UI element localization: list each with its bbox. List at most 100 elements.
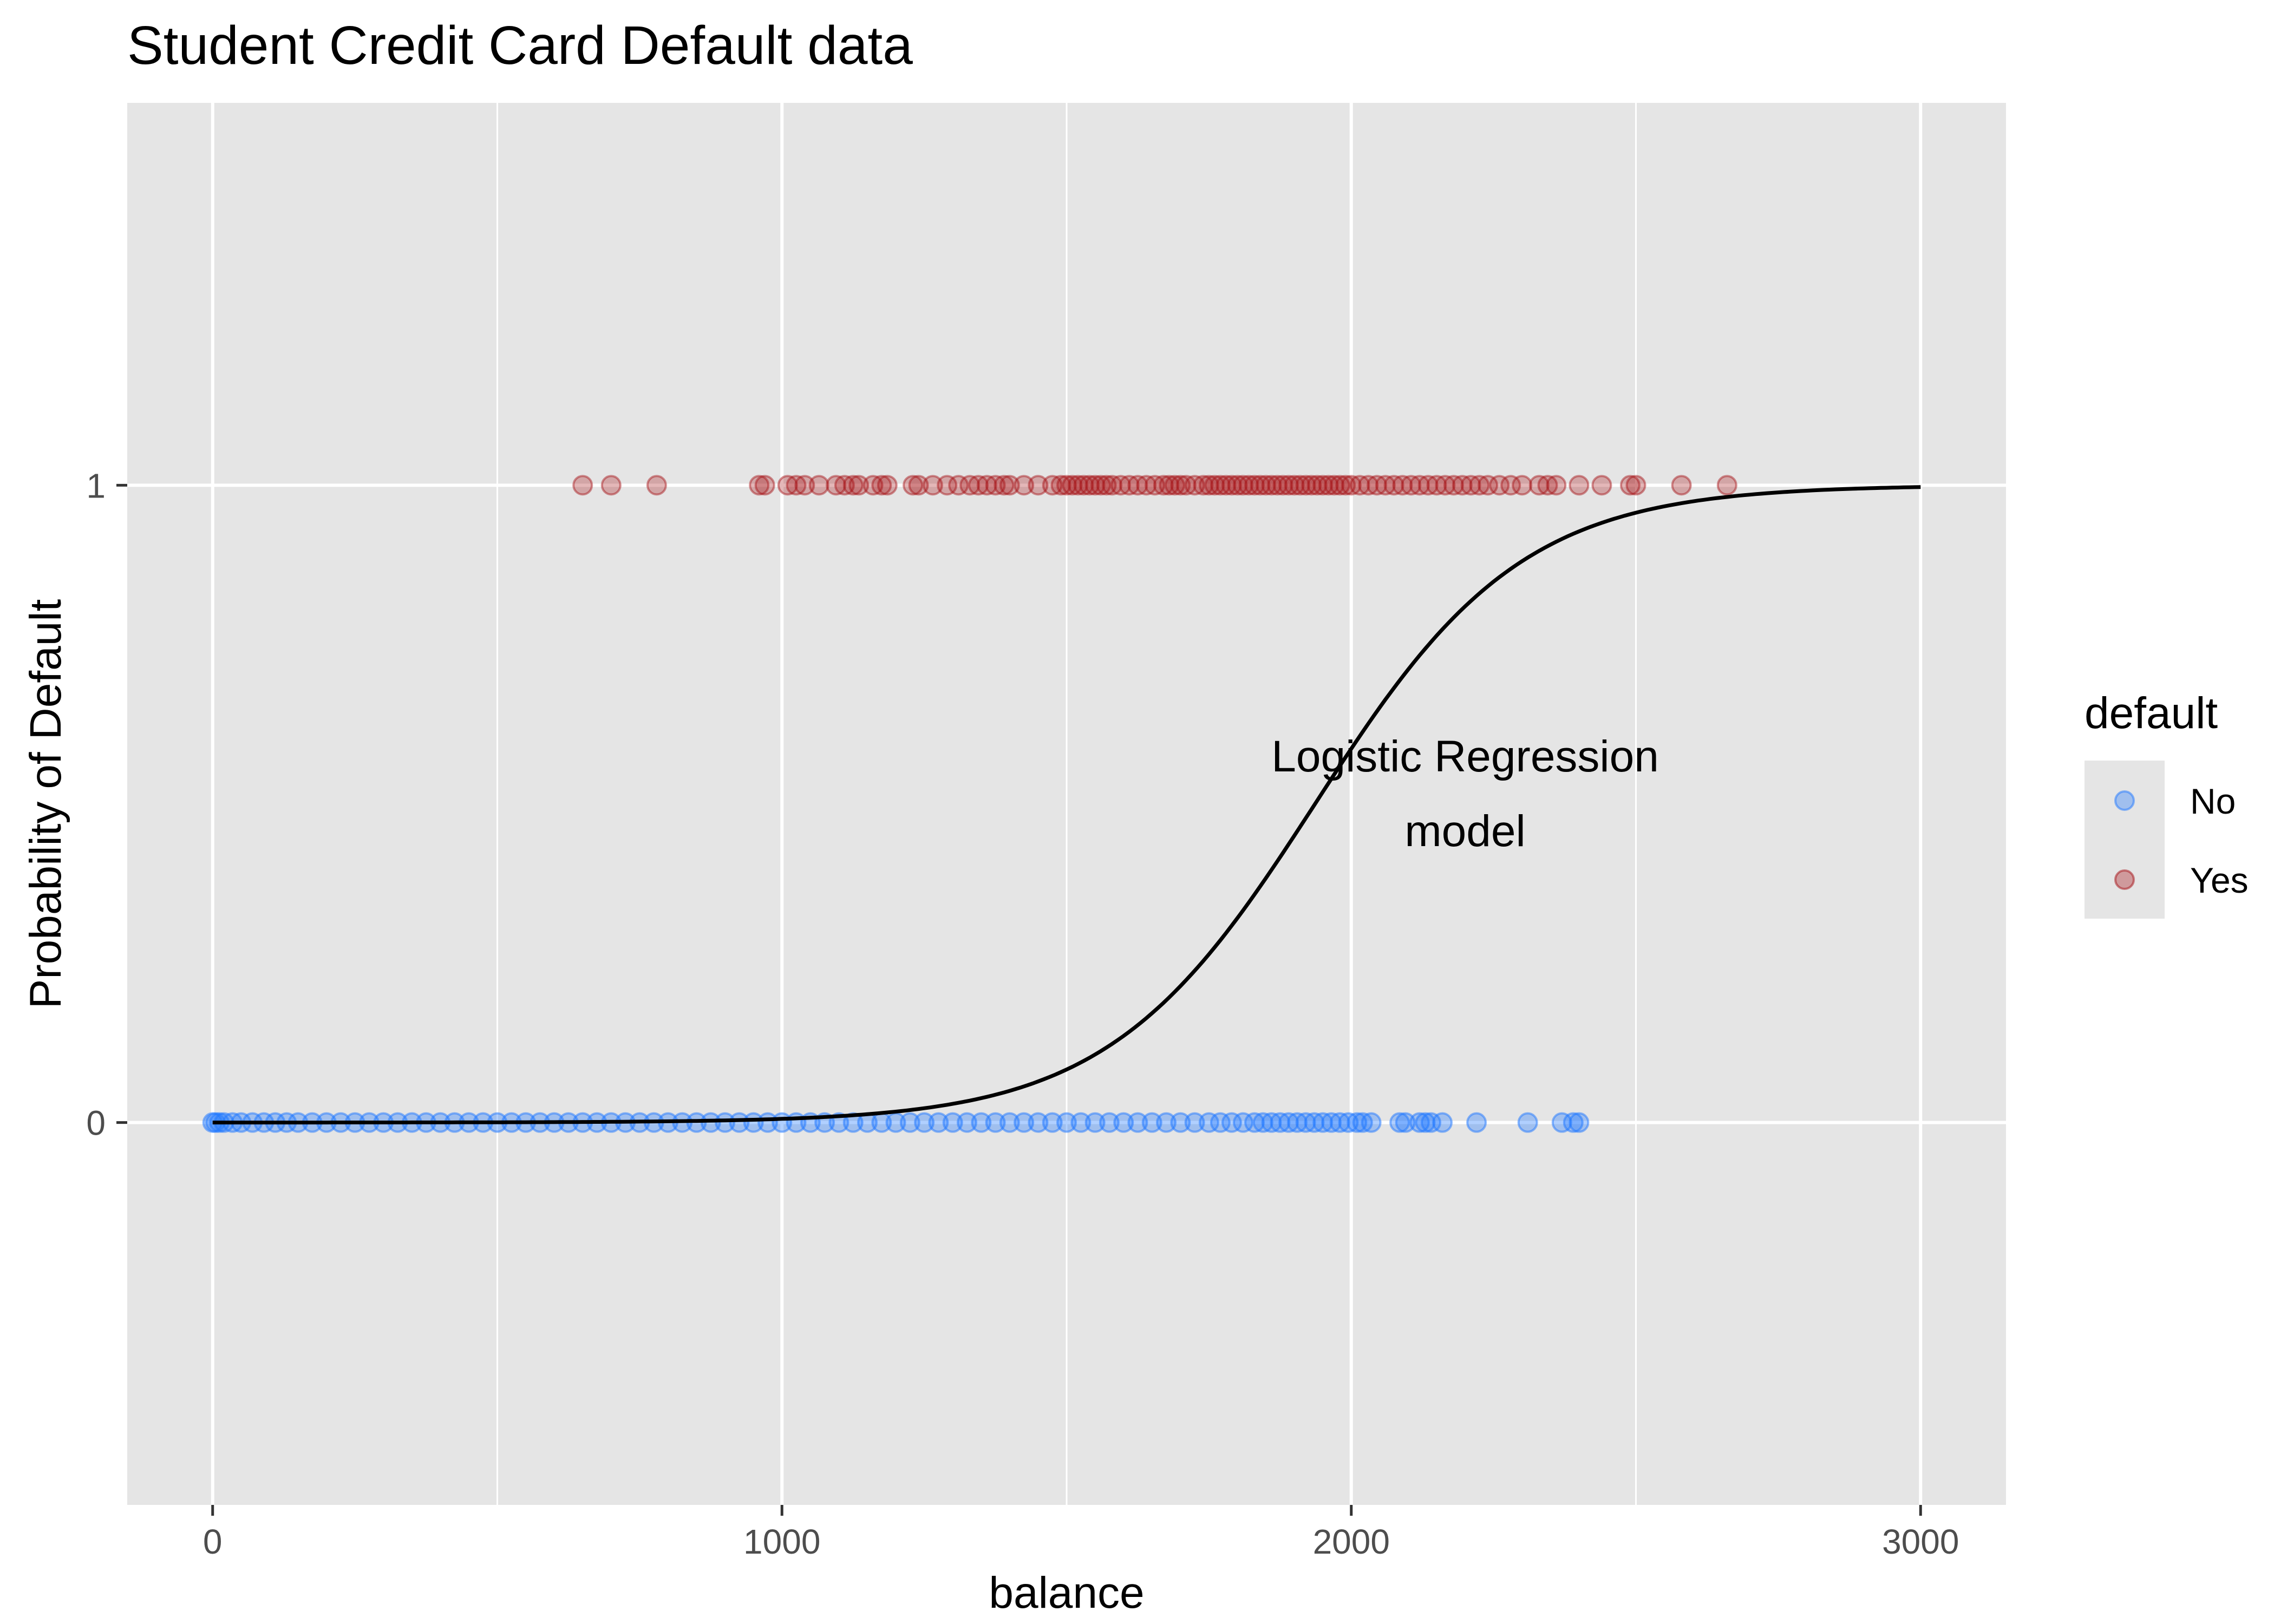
point-yes [1301, 475, 1322, 496]
point-no [1084, 1112, 1106, 1133]
point-no [729, 1112, 750, 1133]
point-no [1466, 1112, 1487, 1133]
point-yes [985, 475, 1006, 496]
x-tick-label: 3000 [1882, 1522, 1959, 1561]
point-no [1170, 1112, 1191, 1133]
x-axis-title: balance [989, 1568, 1144, 1618]
point-yes [1164, 475, 1185, 496]
point-yes [1244, 475, 1265, 496]
point-yes [1716, 475, 1737, 496]
point-yes [959, 475, 981, 496]
point-yes [1435, 475, 1456, 496]
point-no [1184, 1112, 1205, 1133]
point-yes [1537, 475, 1558, 496]
point-yes [1341, 475, 1362, 496]
legend-title: default [2084, 689, 2218, 738]
legend-key-yes [2114, 869, 2135, 890]
point-yes [871, 475, 892, 496]
point-yes [1478, 475, 1499, 496]
point-yes [1216, 475, 1237, 496]
x-axis: 0 1000 2000 3000 [203, 1505, 1959, 1561]
point-yes [1042, 475, 1063, 496]
point-yes [999, 475, 1020, 496]
point-yes [1318, 475, 1339, 496]
point-yes [1227, 475, 1248, 496]
point-no [1127, 1112, 1148, 1133]
point-yes [1127, 475, 1148, 496]
point-yes [1204, 475, 1225, 496]
point-yes [1324, 475, 1345, 496]
point-yes [1409, 475, 1430, 496]
points-yes-series [572, 475, 1737, 496]
point-yes [1238, 475, 1259, 496]
point-yes [1110, 475, 1131, 496]
point-yes [1460, 475, 1481, 496]
point-yes [1452, 475, 1473, 496]
y-tick-label: 0 [86, 1104, 106, 1143]
point-yes [1349, 475, 1370, 496]
point-no [1347, 1112, 1368, 1133]
annotation-line-1: Logistic Regression [1271, 732, 1659, 781]
point-no [1099, 1112, 1120, 1133]
point-yes [1210, 475, 1231, 496]
point-no [1432, 1112, 1453, 1133]
point-yes [937, 475, 958, 496]
point-yes [1272, 475, 1293, 496]
x-tick-label: 0 [203, 1522, 223, 1561]
x-tick-label: 2000 [1313, 1522, 1390, 1561]
point-yes [1284, 475, 1305, 496]
point-no [1028, 1112, 1049, 1133]
point-yes [1170, 475, 1191, 496]
point-no [914, 1112, 935, 1133]
point-no [1042, 1112, 1063, 1133]
point-yes [994, 475, 1015, 496]
point-no [1113, 1112, 1134, 1133]
legend-key-background [2084, 761, 2165, 919]
point-yes [976, 475, 997, 496]
point-yes [1500, 475, 1521, 496]
point-yes [1392, 475, 1413, 496]
y-tick-label: 1 [86, 466, 106, 505]
point-yes [1267, 475, 1288, 496]
point-yes [1073, 475, 1094, 496]
point-yes [754, 475, 775, 496]
point-yes [1306, 475, 1328, 496]
legend: default No Yes [2084, 689, 2249, 919]
point-no [899, 1112, 920, 1133]
point-yes [794, 475, 815, 496]
point-yes [1159, 475, 1180, 496]
point-yes [1096, 475, 1117, 496]
logistic-curve [212, 485, 1921, 1125]
point-no [971, 1112, 992, 1133]
point-yes [1050, 475, 1071, 496]
chart-title: Student Credit Card Default data [127, 15, 913, 76]
point-yes [1528, 475, 1550, 496]
point-yes [1620, 475, 1641, 496]
point-yes [877, 475, 898, 496]
point-yes [948, 475, 969, 496]
point-yes [777, 475, 798, 496]
point-yes [1198, 475, 1219, 496]
point-yes [808, 475, 829, 496]
point-no [985, 1112, 1006, 1133]
point-no [1014, 1112, 1035, 1133]
point-yes [922, 475, 943, 496]
point-yes [1175, 475, 1197, 496]
point-yes [1153, 475, 1174, 496]
point-yes [1591, 475, 1612, 496]
grid-minor [496, 103, 1637, 1505]
point-yes [1625, 475, 1646, 496]
point-yes [1383, 475, 1404, 496]
point-yes [826, 475, 847, 496]
point-yes [1028, 475, 1049, 496]
point-no [1361, 1112, 1382, 1133]
point-yes [1233, 475, 1253, 496]
point-no [957, 1112, 977, 1133]
point-yes [1193, 475, 1214, 496]
point-yes [1102, 475, 1123, 496]
point-yes [1512, 475, 1533, 496]
y-axis: 01 [86, 466, 127, 1143]
point-yes [1056, 475, 1077, 496]
point-no [1389, 1112, 1410, 1133]
